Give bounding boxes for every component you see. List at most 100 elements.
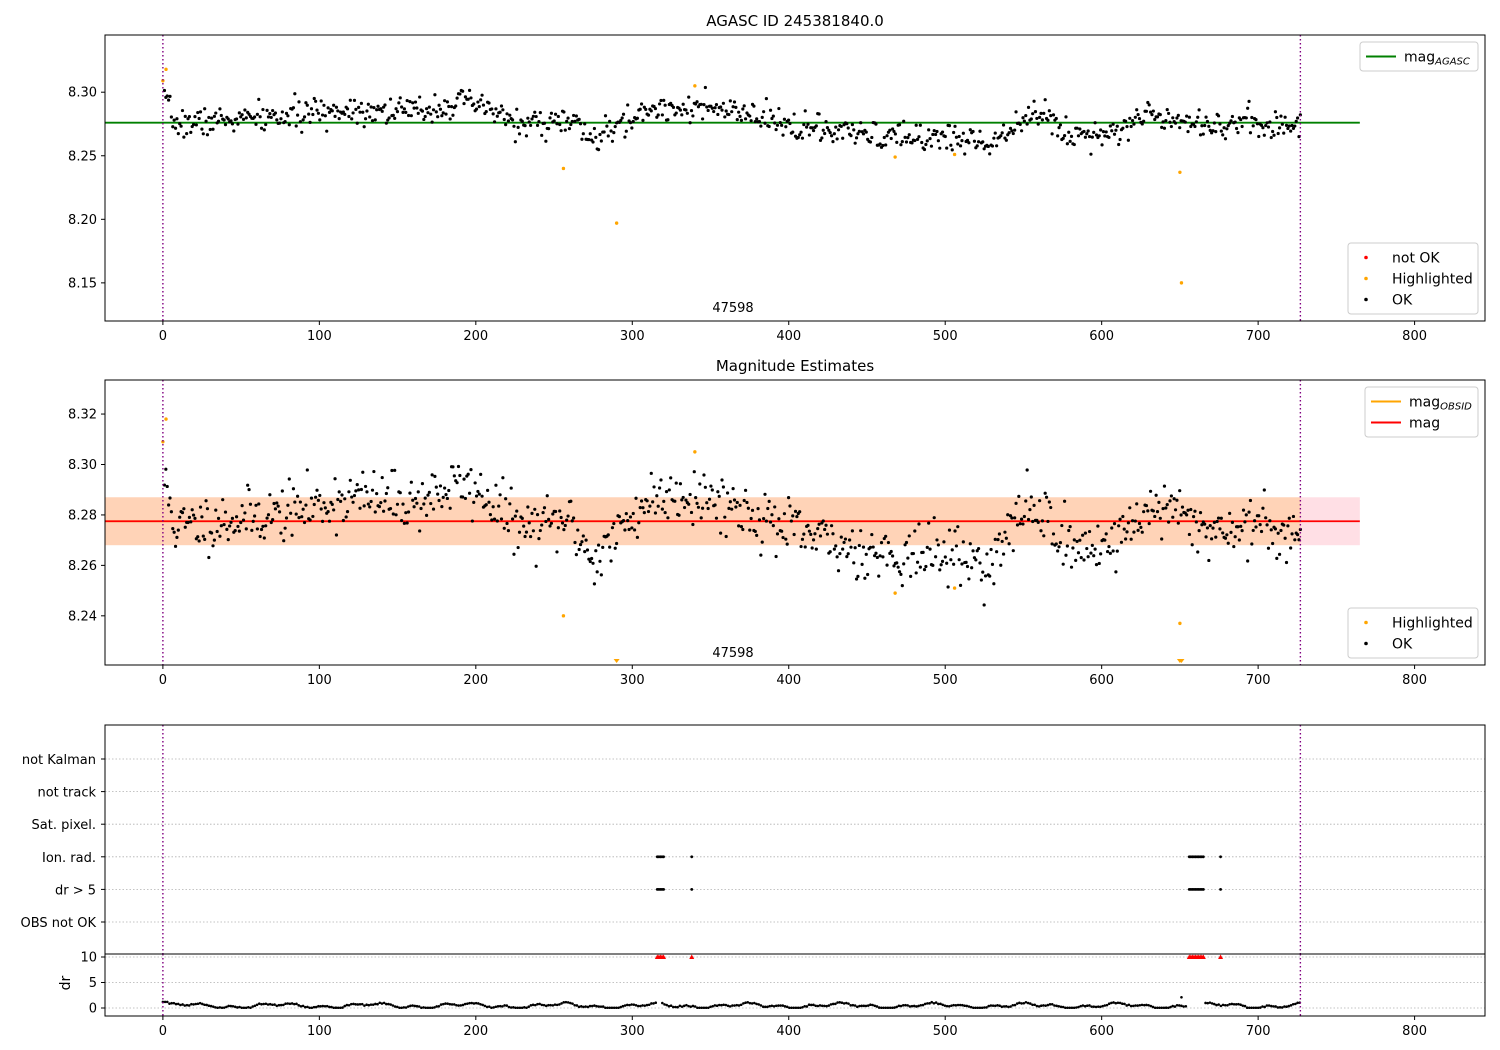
- legend-dot-swatch: [1364, 255, 1368, 260]
- dr-point: [989, 1004, 993, 1007]
- magnitude-estimates-panel: Magnitude Estimates 0 100 200 300 400 500 600 7…: [68, 357, 1486, 688]
- ok-point: [628, 120, 633, 125]
- ok-point: [573, 119, 577, 123]
- dr-point: [1289, 1004, 1293, 1007]
- ok-point: [565, 518, 569, 522]
- ok-point: [302, 520, 307, 525]
- dr-point: [1149, 1004, 1153, 1008]
- ok-point: [684, 498, 688, 502]
- ok-point: [938, 568, 942, 572]
- ok-point: [474, 494, 479, 498]
- dr-point: [950, 1004, 953, 1007]
- dr-point: [709, 1005, 712, 1009]
- ok-point: [667, 488, 671, 492]
- ok-point: [932, 129, 936, 133]
- ok-point: [1211, 526, 1215, 530]
- ok-point: [596, 148, 601, 152]
- ok-point: [1189, 507, 1193, 512]
- ok-point: [1218, 527, 1222, 531]
- ok-point: [291, 106, 296, 110]
- ok-point: [1105, 549, 1110, 554]
- ok-point: [327, 519, 332, 523]
- ok-point: [203, 537, 207, 542]
- dr-point: [1090, 1005, 1093, 1008]
- ok-point: [1081, 533, 1085, 537]
- ok-point: [345, 510, 350, 514]
- ok-point: [517, 530, 522, 534]
- ok-point: [655, 115, 659, 119]
- ok-point: [836, 569, 841, 573]
- dr-point: [1153, 1006, 1157, 1010]
- ok-point: [1275, 556, 1279, 561]
- ok-point: [1094, 133, 1099, 137]
- ok-point: [891, 127, 895, 131]
- ok-point: [796, 135, 800, 140]
- ok-point: [552, 119, 556, 123]
- ok-point: [775, 532, 780, 536]
- ok-point: [960, 139, 964, 143]
- dr-point: [492, 1006, 495, 1009]
- ok-point: [480, 93, 484, 97]
- ok-point: [612, 521, 616, 526]
- ok-point: [165, 94, 169, 98]
- ok-point: [467, 491, 472, 495]
- ok-point: [605, 124, 609, 128]
- ok-point: [1114, 570, 1118, 574]
- ok-point: [1125, 530, 1129, 534]
- ok-point: [433, 93, 437, 97]
- ok-point: [753, 120, 757, 124]
- ok-point: [1187, 532, 1192, 537]
- ok-point: [784, 125, 788, 129]
- ok-point: [537, 120, 541, 124]
- ok-point: [584, 538, 588, 542]
- highlighted-point: [1178, 170, 1182, 174]
- x-tick-label: 300: [620, 673, 645, 688]
- ok-point: [700, 117, 705, 121]
- ok-point: [183, 114, 187, 119]
- ok-point: [408, 491, 412, 495]
- ok-point: [952, 562, 956, 566]
- ok-point: [538, 111, 542, 115]
- ok-point: [1067, 528, 1071, 533]
- dr-point: [1072, 1006, 1076, 1010]
- ok-point: [200, 515, 204, 519]
- dr-point: [551, 1004, 555, 1007]
- ok-point: [443, 99, 447, 103]
- ok-point: [420, 482, 425, 486]
- ok-point: [596, 543, 601, 547]
- ok-point: [308, 120, 312, 125]
- ok-point: [1248, 498, 1253, 503]
- ok-point: [456, 464, 461, 469]
- ok-point: [609, 129, 613, 133]
- ok-point: [351, 111, 355, 115]
- ok-point: [1222, 126, 1226, 130]
- ok-point: [204, 499, 208, 503]
- ok-point: [1204, 535, 1208, 539]
- ok-point: [909, 574, 913, 578]
- ok-point: [915, 137, 920, 141]
- ok-point: [780, 123, 784, 127]
- ok-point: [977, 546, 981, 551]
- ok-point: [886, 540, 891, 545]
- ok-point: [255, 527, 259, 531]
- dr-point: [976, 1006, 980, 1010]
- ok-point: [935, 129, 939, 134]
- ok-point: [752, 104, 756, 108]
- ok-point: [505, 521, 509, 526]
- ok-point: [1290, 123, 1294, 128]
- ok-point: [834, 544, 838, 548]
- ok-point: [972, 139, 977, 143]
- ok-point: [970, 566, 974, 570]
- ok-point: [947, 528, 952, 532]
- dr-point: [192, 1003, 195, 1006]
- ok-point: [191, 513, 196, 517]
- dr-point: [1173, 1005, 1177, 1008]
- legend-dot-swatch: [1364, 276, 1368, 281]
- panel-2-plot: 0 100 200 300 400 500 600 700 8008.248.268.288.3…: [68, 380, 1479, 688]
- dr-point: [558, 1003, 561, 1006]
- ok-point: [513, 514, 517, 518]
- dr-point: [509, 1006, 513, 1009]
- ok-point: [1047, 500, 1051, 504]
- ok-point: [924, 142, 928, 147]
- ok-point: [448, 117, 452, 121]
